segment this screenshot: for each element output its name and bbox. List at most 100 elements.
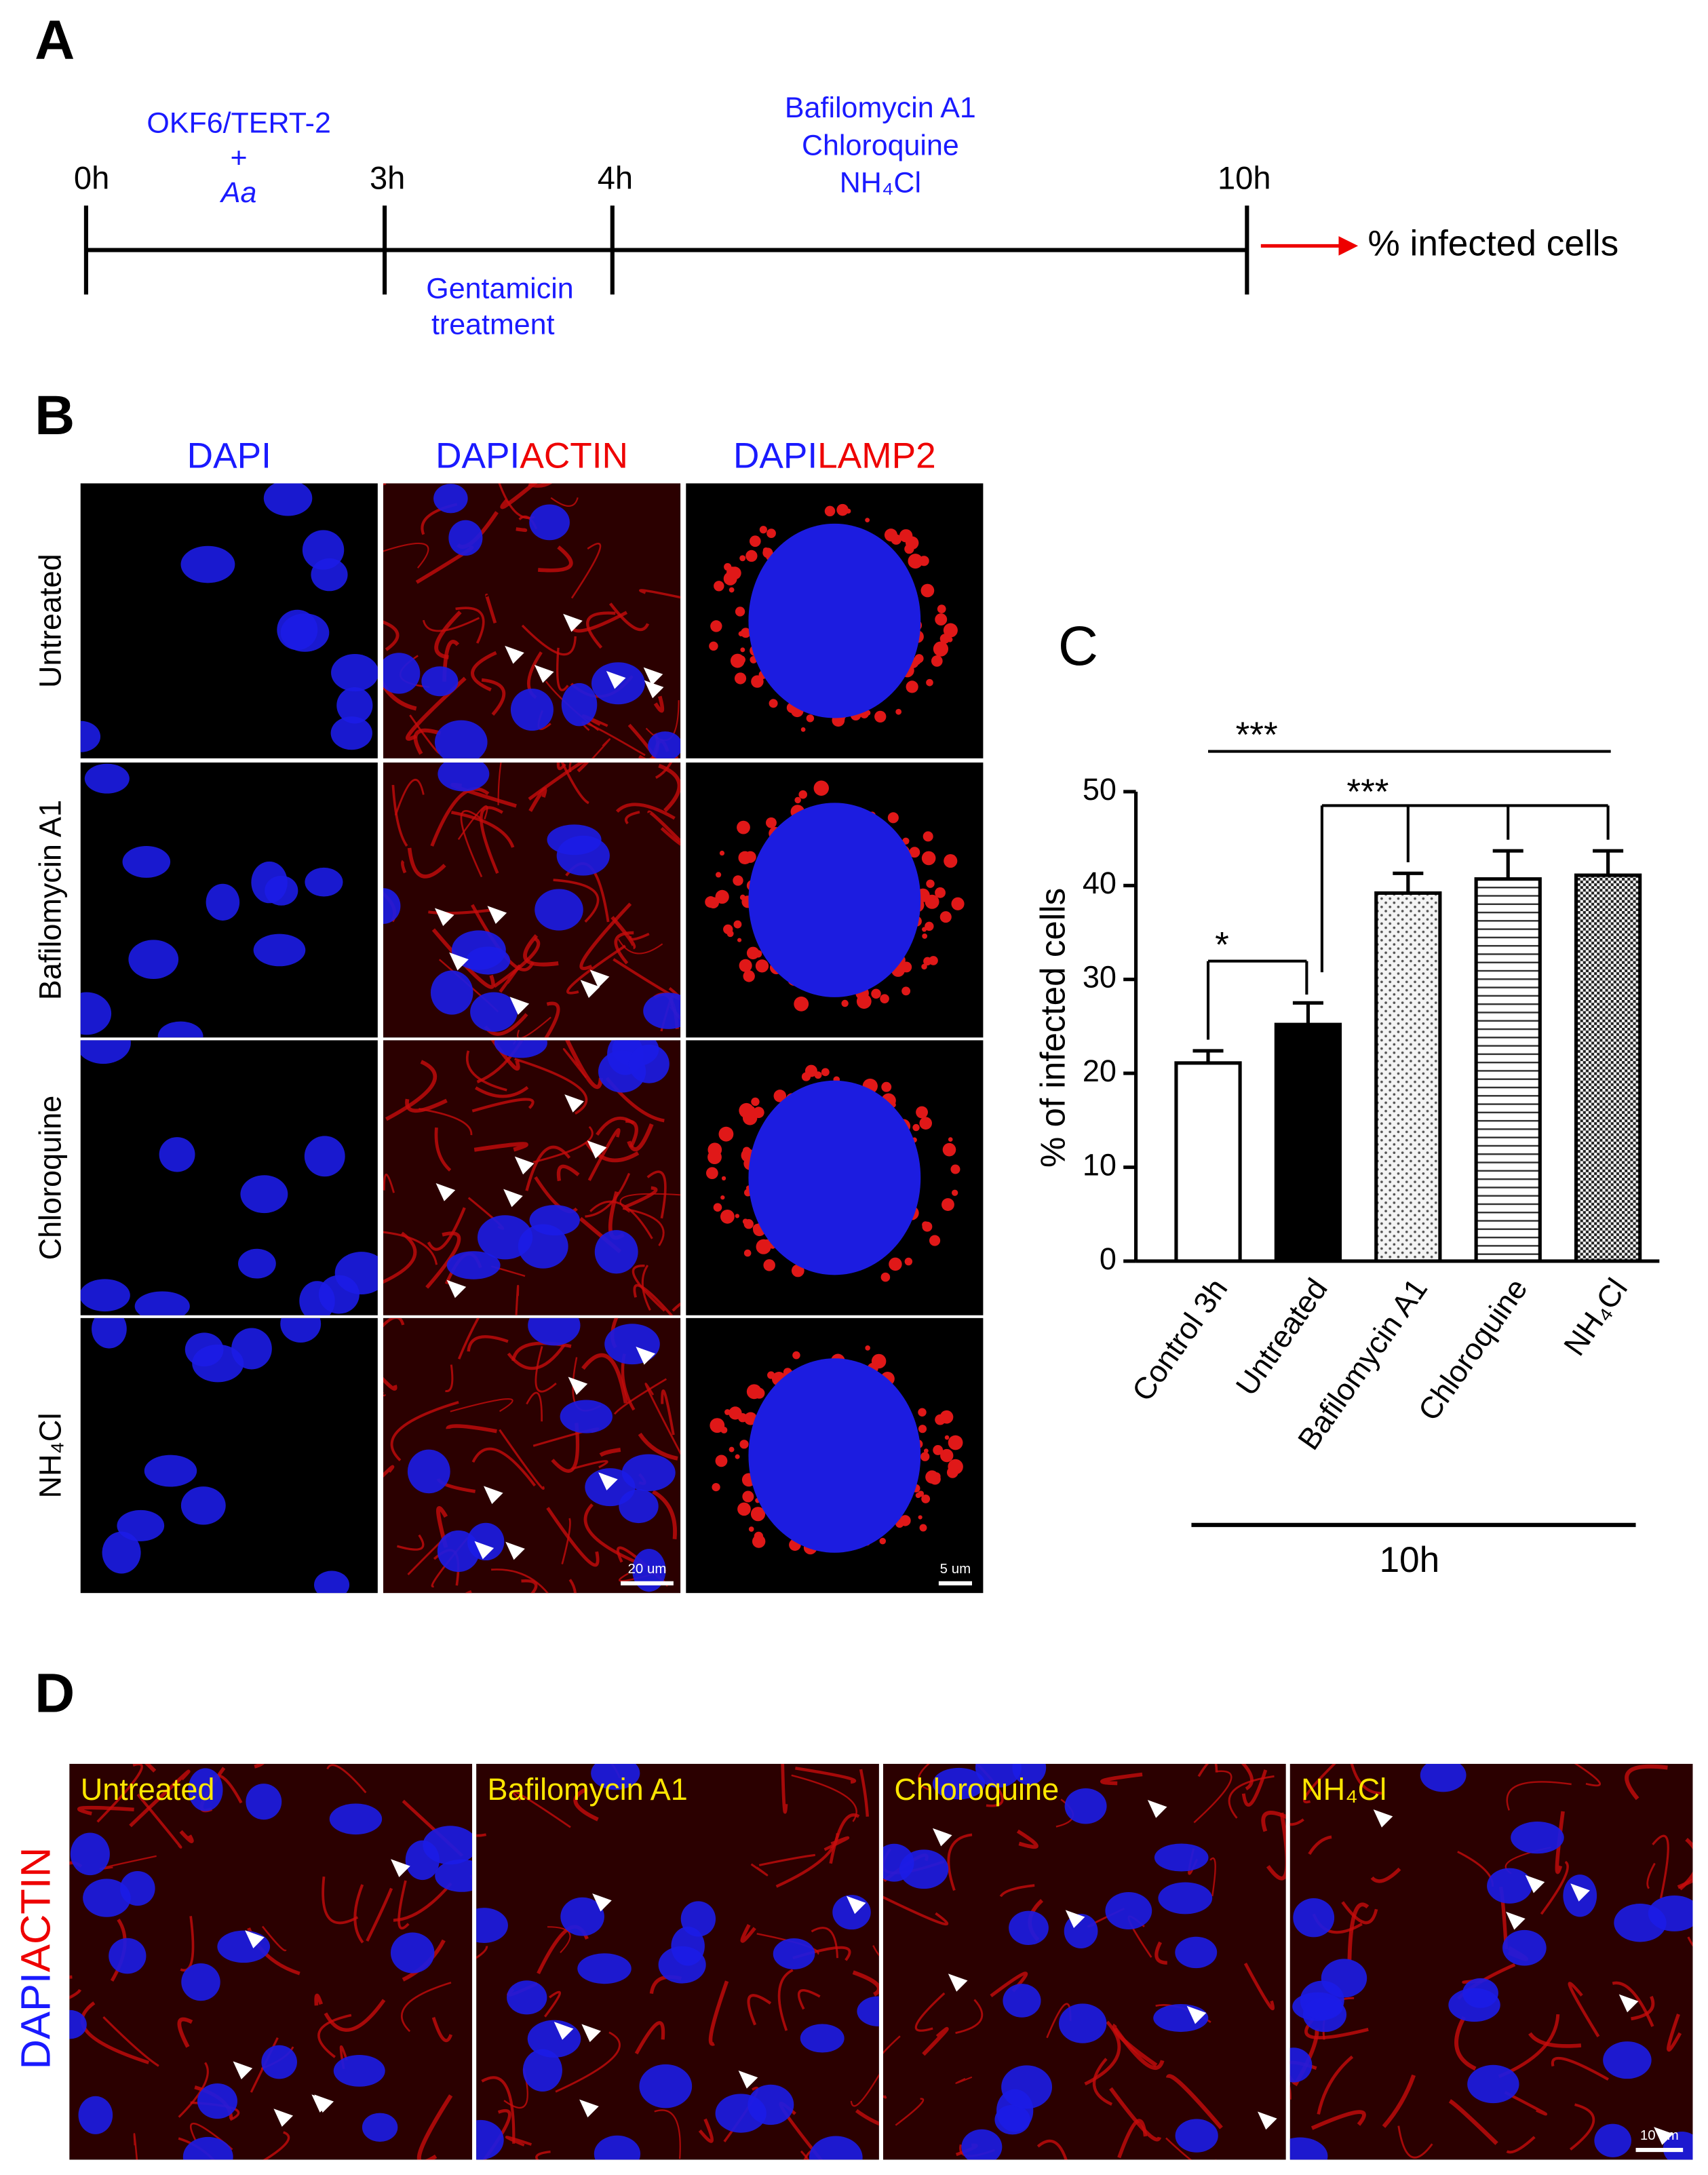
actin-fiber — [133, 2133, 138, 2160]
actin-fiber — [622, 1208, 665, 1246]
actin-fiber — [565, 1040, 603, 1090]
lysosome — [942, 1198, 954, 1212]
significance-label: *** — [1236, 715, 1278, 755]
lysosome — [710, 1418, 725, 1433]
y-tick-label: 40 — [1083, 866, 1117, 900]
actin-fiber — [1555, 1811, 1565, 1874]
actin-fiber — [544, 1001, 560, 1038]
nucleus — [253, 933, 306, 967]
actin-fiber — [366, 1887, 393, 1942]
arrowhead — [233, 2061, 253, 2080]
lysosome — [931, 655, 943, 667]
lysosome — [846, 508, 851, 514]
nucleus — [467, 1522, 505, 1561]
actin-fiber — [391, 784, 408, 847]
actin-fiber — [1347, 1902, 1370, 1961]
actin-fiber — [526, 1391, 543, 1422]
arrowhead — [434, 908, 454, 927]
nucleus — [333, 2054, 385, 2087]
actin-fiber — [1370, 1867, 1401, 1883]
actin-fiber — [625, 811, 640, 825]
actin-fiber — [383, 620, 400, 651]
actin-fiber — [882, 1895, 949, 1926]
step-text: + — [231, 142, 248, 174]
actin-fiber — [999, 1884, 1035, 1898]
lysosome — [933, 641, 949, 657]
actin-fiber — [394, 779, 425, 816]
actin-fiber — [1551, 2056, 1609, 2081]
actin-fiber — [1016, 1829, 1039, 1849]
time-label: 10h — [1218, 160, 1271, 196]
nucleus — [122, 845, 171, 878]
nucleus — [92, 1317, 127, 1349]
nucleus — [423, 1826, 473, 1865]
nucleus — [188, 1768, 223, 1811]
actin-fiber — [583, 1503, 646, 1568]
actin-fiber — [455, 607, 485, 644]
actin-fiber — [481, 678, 506, 716]
actin-fiber — [1506, 2136, 1536, 2154]
y-tick-label: 50 — [1083, 772, 1117, 807]
actin-fiber — [525, 1145, 571, 1191]
nucleus — [748, 1358, 921, 1553]
header-part: DAPI — [733, 436, 817, 476]
nucleus — [932, 1767, 986, 1800]
actin-fiber — [178, 2062, 209, 2118]
actin-fiber — [515, 1285, 520, 1315]
micrograph-content — [476, 1763, 879, 2160]
actin-fiber — [1243, 1963, 1275, 2010]
lysosome — [914, 654, 924, 663]
lysosome — [705, 1167, 718, 1180]
arrowhead — [846, 1895, 866, 1914]
nucleus — [80, 1040, 131, 1064]
nucleus — [594, 1230, 638, 1274]
actin-fiber — [383, 1174, 395, 1193]
nucleus — [159, 1137, 195, 1172]
actin-fiber — [471, 904, 535, 971]
arrowhead — [474, 1541, 494, 1560]
lysosome — [751, 675, 764, 688]
nucleus — [362, 2113, 398, 2142]
actin-fiber — [823, 1836, 850, 1851]
actin-fiber — [1568, 1982, 1600, 2037]
nucleus — [117, 1509, 165, 1541]
header-part: LAMP2 — [817, 436, 936, 476]
arrowhead — [1338, 236, 1359, 256]
arrowhead — [587, 1140, 607, 1159]
nucleus — [383, 653, 421, 694]
actin-fiber — [750, 1863, 769, 1876]
lysosome — [950, 1164, 960, 1174]
actin-fiber — [511, 1790, 571, 1828]
actin-fiber — [69, 1988, 82, 1999]
actin-fiber — [532, 1125, 594, 1163]
actin-fiber — [400, 860, 407, 874]
lysosome — [824, 505, 836, 517]
nucleus — [134, 1291, 190, 1315]
actin-fiber — [1241, 1763, 1254, 1791]
actin-fiber — [1036, 2139, 1068, 2160]
nucleus — [1663, 2131, 1693, 2160]
nucleus — [577, 1953, 632, 1984]
nucleus — [83, 1879, 131, 1917]
actin-fiber — [1506, 1781, 1572, 1811]
lysosome — [794, 796, 801, 804]
actin-fiber — [422, 617, 480, 632]
nucleus — [748, 803, 921, 997]
actin-fiber — [624, 1186, 658, 1209]
actin-fiber — [581, 1353, 628, 1404]
micrograph-content — [705, 780, 965, 1012]
actin-fiber — [672, 1302, 681, 1312]
nucleus — [1158, 1882, 1213, 1914]
nucleus — [560, 1897, 604, 1936]
actin-fiber — [1197, 1763, 1218, 1777]
nucleus — [383, 888, 401, 924]
bar — [1474, 877, 1542, 1263]
lysosome — [944, 1435, 950, 1440]
nucleus — [448, 520, 483, 556]
readout: % infected cells — [1367, 223, 1618, 263]
nucleus — [434, 720, 488, 758]
actin-fiber — [471, 1098, 535, 1113]
actin-fiber — [917, 1763, 931, 1791]
actin-fiber — [383, 680, 417, 711]
